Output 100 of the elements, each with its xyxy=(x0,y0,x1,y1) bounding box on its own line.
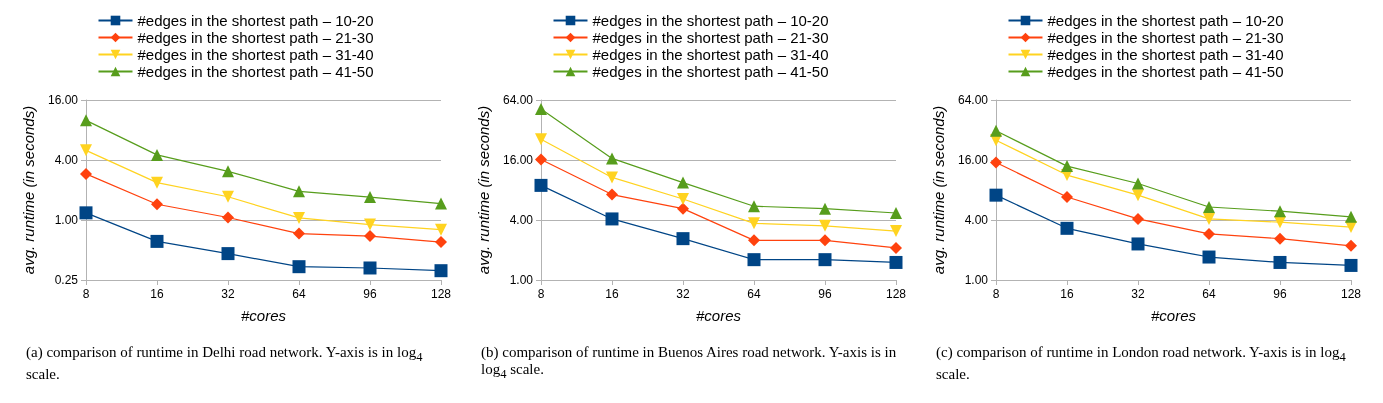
x-tick-label: 16 xyxy=(1060,287,1074,301)
point xyxy=(80,144,92,157)
point xyxy=(1273,255,1287,269)
x-tick-label: 32 xyxy=(676,287,690,301)
legend-label: #edges in the shortest path – 21-30 xyxy=(1047,29,1284,46)
point xyxy=(747,253,761,267)
point xyxy=(80,167,92,180)
point xyxy=(748,234,760,247)
legend-label: #edges in the shortest path – 21-30 xyxy=(137,29,374,46)
point xyxy=(222,211,234,224)
point xyxy=(363,261,377,275)
point xyxy=(989,188,1003,202)
point xyxy=(677,202,689,215)
y-tick-label: 64.00 xyxy=(502,93,534,107)
point xyxy=(1061,160,1073,173)
point xyxy=(151,176,163,189)
x-tick-label: 64 xyxy=(292,287,306,301)
x-tick-label: 32 xyxy=(1131,287,1145,301)
legend-label: #edges in the shortest path – 10-20 xyxy=(1047,12,1284,29)
y-tick-label: 4.00 xyxy=(509,213,534,227)
point xyxy=(1345,210,1357,223)
point xyxy=(435,197,447,210)
point xyxy=(606,171,618,184)
point xyxy=(293,211,305,224)
y-axis-title: avg. runtime (in seconds) xyxy=(20,105,37,275)
point xyxy=(748,217,760,230)
x-tick-label: 128 xyxy=(1340,287,1362,301)
point xyxy=(1345,239,1357,252)
legend-label: #edges in the shortest path – 41-50 xyxy=(592,63,829,80)
point xyxy=(293,185,305,198)
y-tick-label: 4.00 xyxy=(964,213,989,227)
point xyxy=(435,236,447,249)
legend-label: #edges in the shortest path – 10-20 xyxy=(592,12,829,29)
point xyxy=(221,247,235,261)
point xyxy=(676,232,690,246)
legend-label: #edges in the shortest path – 31-40 xyxy=(1047,46,1284,63)
point xyxy=(889,255,903,269)
point xyxy=(1131,237,1145,251)
x-tick-label: 128 xyxy=(885,287,907,301)
x-tick-label: 32 xyxy=(221,287,235,301)
point xyxy=(677,192,689,205)
y-tick-label: 1.00 xyxy=(54,213,79,227)
point xyxy=(79,206,93,220)
x-tick-label: 128 xyxy=(430,287,452,301)
y-tick-label: 16.00 xyxy=(47,93,79,107)
point xyxy=(292,260,306,274)
point xyxy=(535,153,547,166)
point xyxy=(535,102,547,115)
point xyxy=(364,230,376,243)
point xyxy=(1203,212,1215,225)
legend-label: #edges in the shortest path – 31-40 xyxy=(137,46,374,63)
point xyxy=(606,188,618,201)
x-tick-label: 16 xyxy=(605,287,619,301)
point xyxy=(990,156,1002,169)
legend-label: #edges in the shortest path – 31-40 xyxy=(592,46,829,63)
point xyxy=(890,207,902,220)
x-tick-label: 96 xyxy=(363,287,377,301)
x-tick-label: 96 xyxy=(818,287,832,301)
point xyxy=(1132,189,1144,202)
text: (b) comparison of runtime in Buenos Aires road network. Y-axis is in log$_{4}$ scale. xyxy=(480,343,898,383)
point xyxy=(1132,212,1144,225)
point xyxy=(819,219,831,232)
point xyxy=(1202,250,1216,264)
point xyxy=(534,178,548,192)
point xyxy=(1274,205,1286,218)
x-tick-label: 64 xyxy=(1202,287,1216,301)
point xyxy=(1132,177,1144,190)
y-tick-label: 16.00 xyxy=(502,153,534,167)
x-axis-title: #cores xyxy=(240,307,287,324)
y-tick-label: 16.00 xyxy=(957,153,989,167)
point xyxy=(293,227,305,240)
x-tick-label: 8 xyxy=(992,287,1000,301)
point xyxy=(1203,201,1215,214)
point xyxy=(890,241,902,254)
point xyxy=(605,212,619,226)
y-tick-label: 64.00 xyxy=(957,93,989,107)
point xyxy=(434,264,448,278)
point xyxy=(80,114,92,127)
text: (a) comparison of runtime in Delhi road network. Y-axis is in log$_{4}$ scale. xyxy=(26,344,423,382)
y-tick-label: 0.25 xyxy=(54,273,79,287)
point xyxy=(364,218,376,231)
point xyxy=(1274,232,1286,245)
y-tick-label: 1.00 xyxy=(509,273,534,287)
legend-label: #edges in the shortest path – 41-50 xyxy=(137,63,374,80)
legend-label: #edges in the shortest path – 10-20 xyxy=(137,12,374,29)
point xyxy=(364,191,376,204)
point xyxy=(151,148,163,161)
point xyxy=(150,234,164,248)
point xyxy=(1060,221,1074,235)
point xyxy=(1344,258,1358,272)
x-tick-label: 16 xyxy=(150,287,164,301)
point xyxy=(990,124,1002,137)
x-tick-label: 96 xyxy=(1273,287,1287,301)
point xyxy=(818,253,832,267)
y-tick-label: 1.00 xyxy=(964,273,989,287)
point xyxy=(748,200,760,213)
text: (c) comparison of runtime in London road network. Y-axis is in log$_{4}$ scale. xyxy=(936,344,1346,382)
point xyxy=(890,225,902,238)
point xyxy=(435,223,447,236)
point xyxy=(677,176,689,189)
